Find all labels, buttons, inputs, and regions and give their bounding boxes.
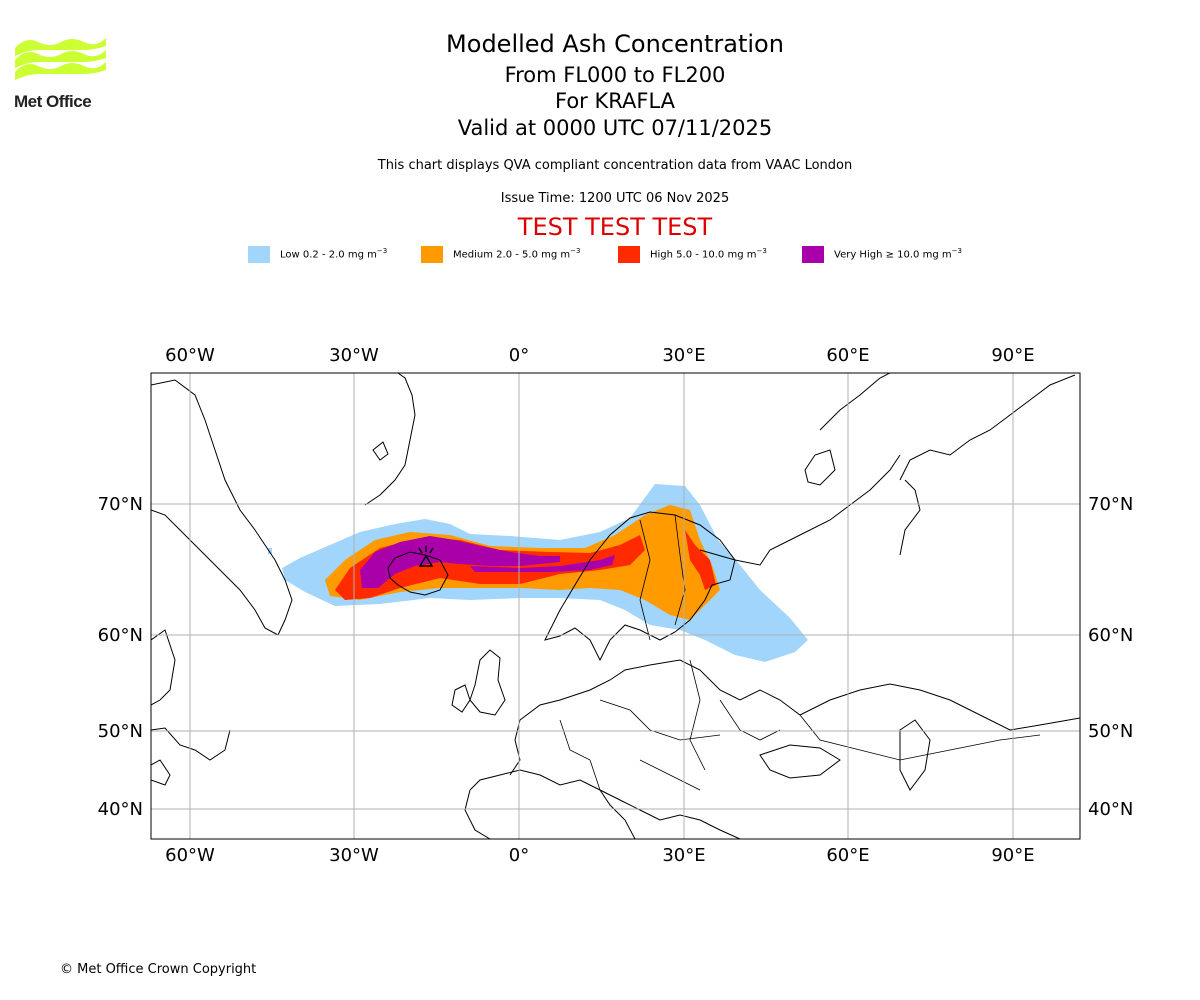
test-banner: TEST TEST TEST (517, 213, 713, 241)
lon-label-bottom: 60°E (826, 845, 869, 866)
lon-label-top: 90°E (991, 345, 1034, 366)
lat-label-left: 50°N (98, 721, 143, 742)
flight-level-range: From FL000 to FL200 (504, 63, 726, 87)
lon-label-bottom: 0° (509, 845, 529, 866)
lon-label-top: 30°W (329, 345, 379, 366)
lon-label-top: 60°W (165, 345, 215, 366)
volcano-name: For KRAFLA (555, 89, 675, 113)
lat-label-right: 70°N (1088, 494, 1133, 515)
lat-label-left: 60°N (98, 625, 143, 646)
legend-label-high: High 5.0 - 10.0 mg m−3 (650, 247, 767, 261)
legend-label-medium: Medium 2.0 - 5.0 mg m−3 (453, 247, 581, 261)
map-frame (150, 372, 1081, 840)
volcano-icon (418, 546, 434, 567)
legend-item-very-high: Very High ≥ 10.0 mg m−3 (802, 245, 962, 263)
lon-label-bottom: 30°W (329, 845, 379, 866)
legend-item-medium: Medium 2.0 - 5.0 mg m−3 (421, 245, 580, 263)
gridlines (151, 373, 1080, 839)
lon-label-top: 0° (509, 345, 529, 366)
legend-item-low: Low 0.2 - 2.0 mg m−3 (248, 245, 387, 263)
met-office-logo-icon (15, 38, 106, 80)
lon-label-top: 60°E (826, 345, 869, 366)
chart-title: Modelled Ash Concentration (446, 30, 784, 58)
country-borders (559, 514, 1041, 791)
chart-description: This chart displays QVA compliant concen… (377, 158, 853, 173)
lat-label-right: 40°N (1088, 799, 1133, 820)
legend-item-high: High 5.0 - 10.0 mg m−3 (618, 245, 767, 263)
lon-label-bottom: 90°E (991, 845, 1034, 866)
lat-label-right: 60°N (1088, 625, 1133, 646)
lon-label-bottom: 30°E (662, 845, 705, 866)
lat-label-left: 70°N (98, 494, 143, 515)
legend-label-very-high: Very High ≥ 10.0 mg m−3 (834, 247, 962, 261)
logo-text: Met Office (14, 92, 92, 111)
valid-time: Valid at 0000 UTC 07/11/2025 (457, 116, 773, 140)
issue-time: Issue Time: 1200 UTC 06 Nov 2025 (500, 191, 730, 206)
lon-label-top: 30°E (662, 345, 705, 366)
ash-very-high-area (360, 536, 615, 588)
lat-label-left: 40°N (98, 799, 143, 820)
legend-swatch-high (618, 245, 640, 263)
legend-swatch-very-high (802, 245, 824, 263)
legend-label-low: Low 0.2 - 2.0 mg m−3 (280, 247, 388, 261)
lat-label-right: 50°N (1088, 721, 1133, 742)
legend-swatch-medium (421, 245, 443, 263)
lon-label-bottom: 60°W (165, 845, 215, 866)
legend-swatch-low (248, 245, 270, 263)
copyright-text: © Met Office Crown Copyright (60, 962, 257, 977)
